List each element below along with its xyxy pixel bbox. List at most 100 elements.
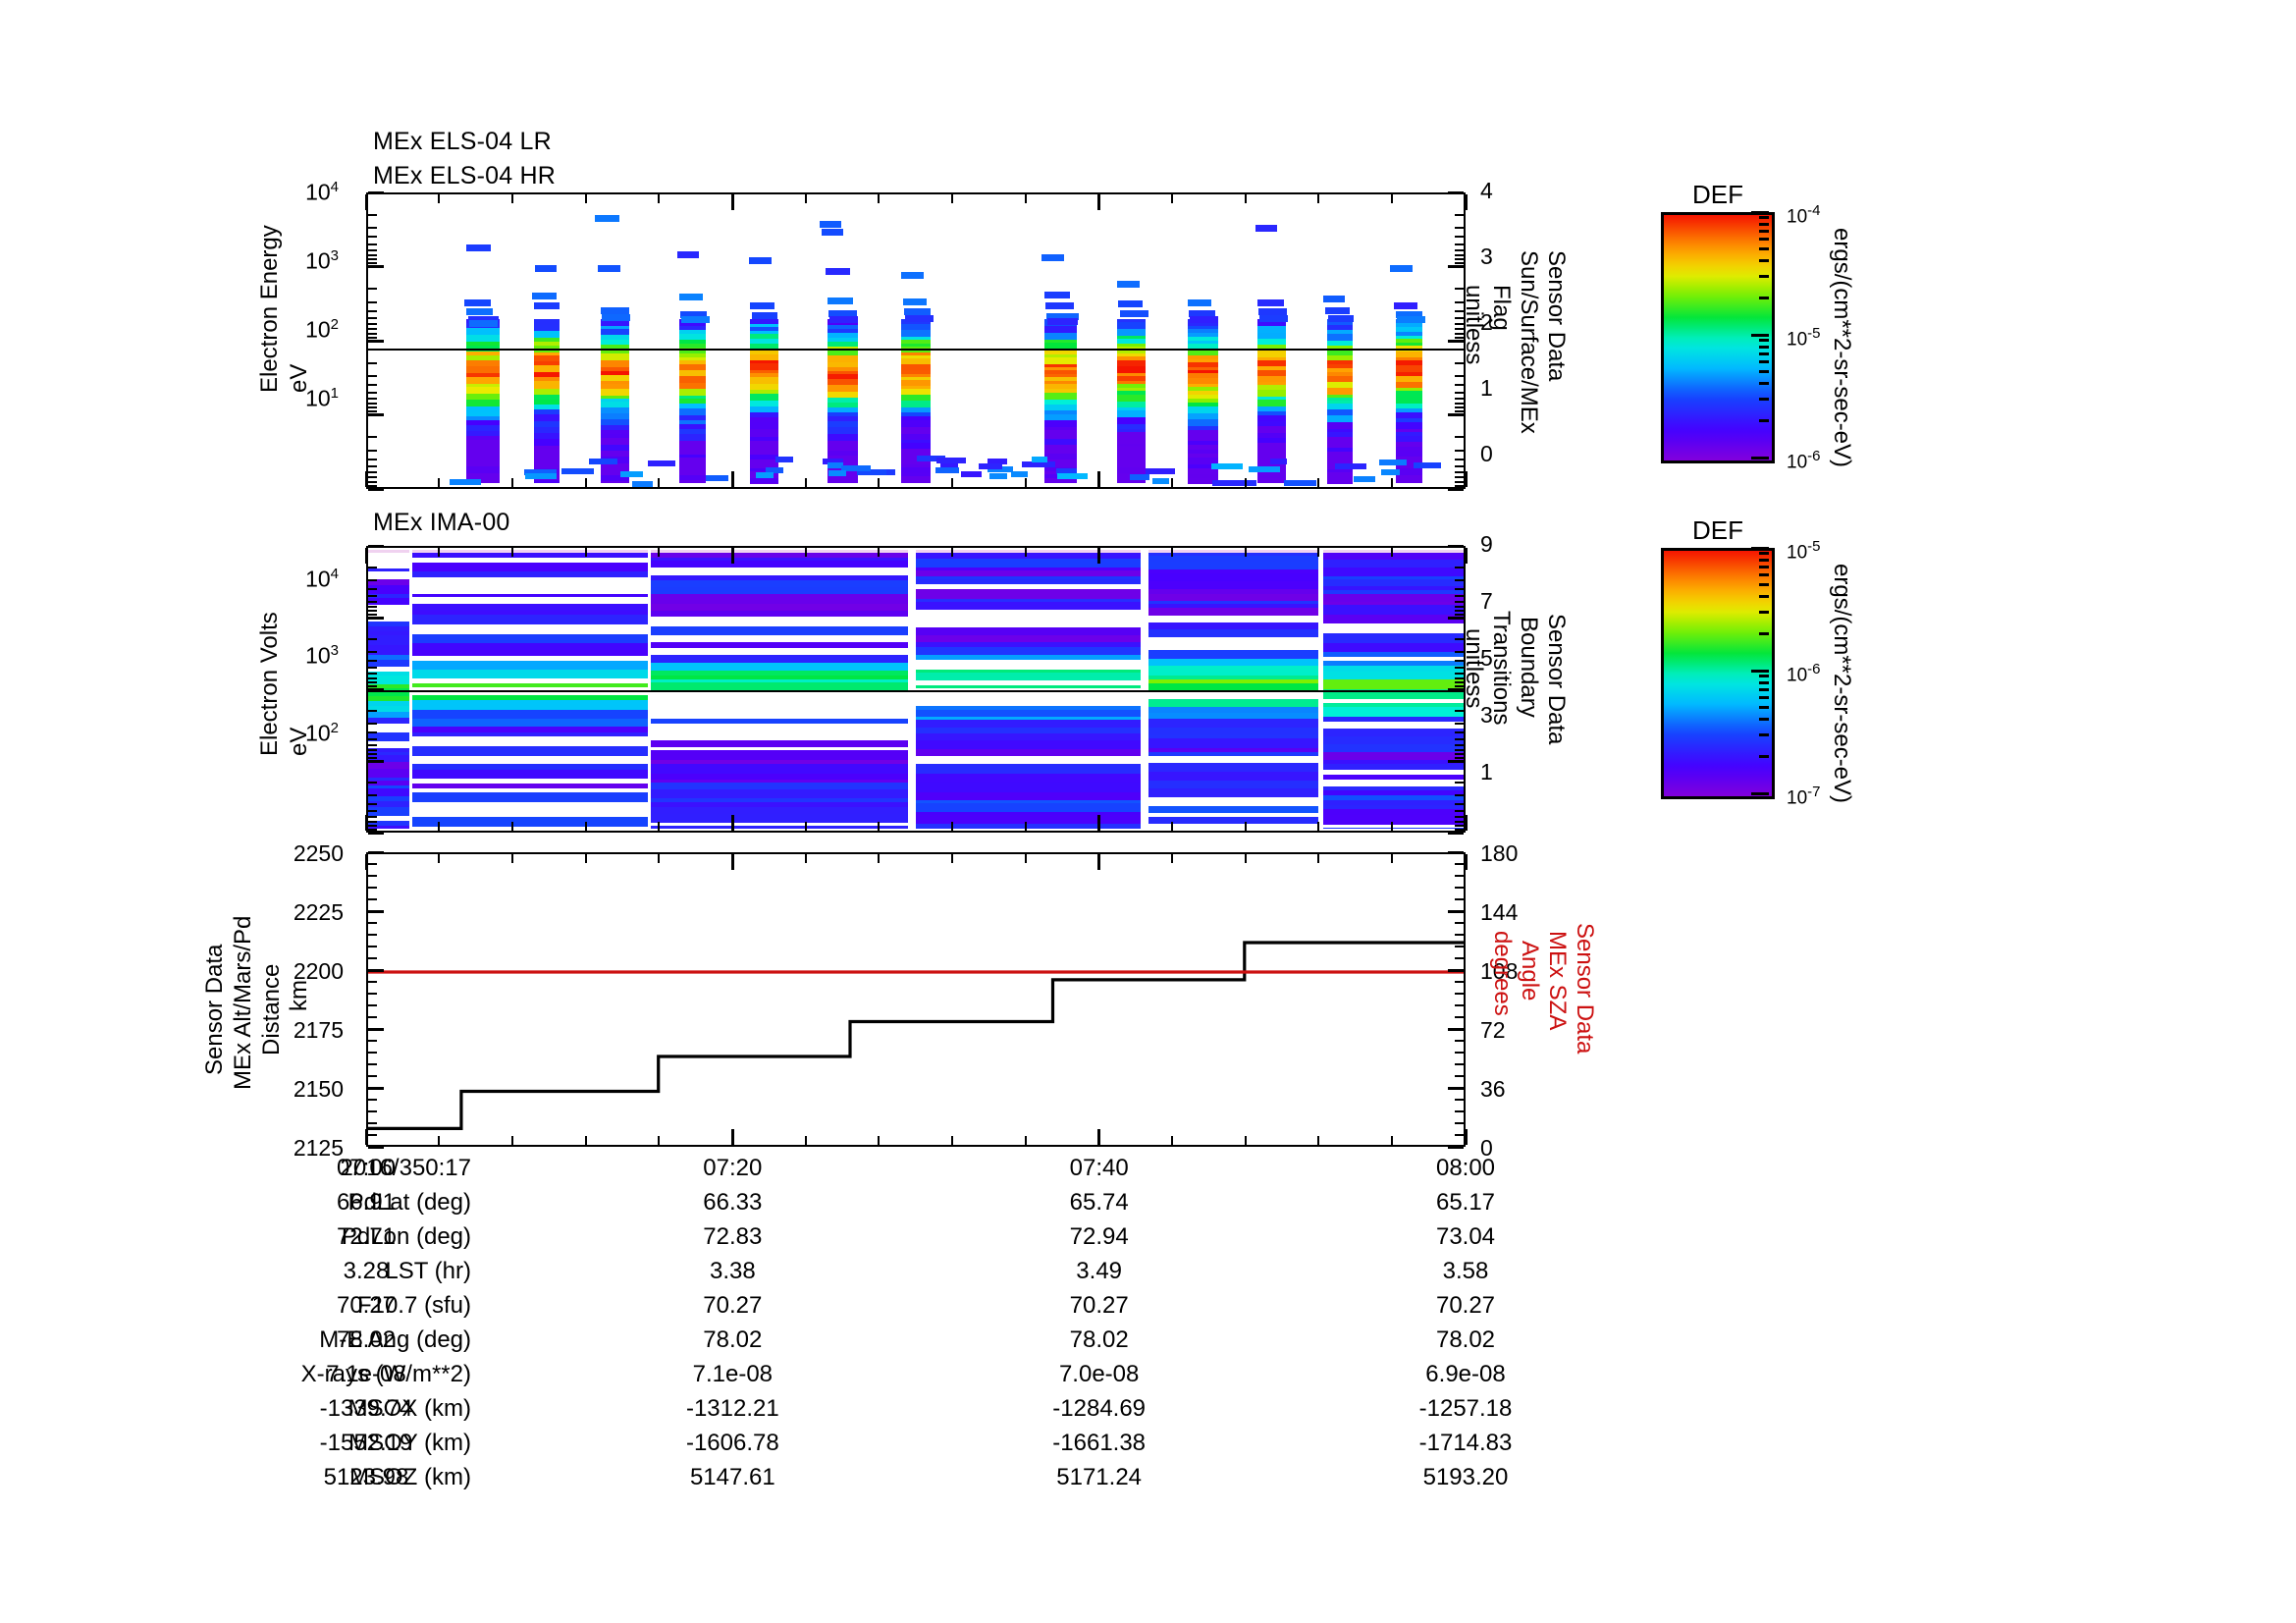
table-cell: 70.27: [703, 1292, 763, 1319]
els-stripe: [533, 432, 561, 439]
ima-stripe: [650, 682, 909, 691]
els-stripe: [750, 440, 779, 446]
els-stripe: [750, 445, 779, 451]
els-sparse-stripe: [828, 461, 844, 468]
ima-stripe: [368, 821, 410, 826]
els-stripe: [1117, 394, 1147, 402]
els-spectrogram-panel[interactable]: [366, 192, 1466, 489]
els-stripe: [1043, 332, 1078, 340]
ima-stripe: [1323, 805, 1464, 809]
els-sparse-stripe: [600, 307, 629, 315]
ima-stripe: [650, 750, 909, 760]
els-stripe: [901, 442, 931, 449]
ima-stripe: [1323, 729, 1464, 736]
els-sparse-stripe: [523, 469, 557, 476]
els-stripe: [533, 394, 561, 400]
els-stripe: [827, 349, 858, 355]
ima-stripe: [650, 760, 909, 764]
els-stripe: [466, 415, 500, 420]
top-right-tick-4: 4: [1480, 178, 1493, 203]
els-sparse-stripe: [828, 469, 846, 476]
table-cell: 70.27: [336, 1292, 397, 1319]
bot-right-tick-144: 144: [1480, 899, 1519, 925]
els-stripe: [1326, 367, 1354, 372]
els-stripe: [678, 443, 706, 448]
els-stripe: [901, 463, 931, 467]
table-cell: 3.58: [1442, 1258, 1489, 1284]
altitude-sza-panel[interactable]: [366, 852, 1466, 1147]
els-sparse-stripe: [987, 465, 1013, 472]
els-stripe: [1257, 432, 1287, 438]
bot-ytick-2125: 2125: [293, 1135, 344, 1161]
els-stripe: [533, 337, 561, 342]
ima-stripe: [368, 718, 410, 724]
els-stripe: [1043, 383, 1078, 389]
els-sparse-stripe: [902, 298, 928, 306]
els-stripe: [533, 399, 561, 405]
ima-stripe: [1323, 679, 1464, 689]
bot-right-tick-180: 180: [1480, 840, 1519, 866]
els-stripe: [827, 406, 858, 412]
els-sparse-stripe: [1380, 469, 1401, 476]
middle-panel-zero-line: [368, 690, 1464, 692]
ima-stripe: [368, 732, 410, 741]
table-cell: 72.83: [703, 1223, 763, 1250]
ima-stripe: [650, 663, 909, 671]
els-stripe: [1395, 338, 1422, 343]
els-stripe: [827, 450, 858, 456]
els-stripe: [1326, 359, 1354, 364]
els-stripe: [750, 333, 779, 339]
els-stripe: [678, 407, 706, 415]
els-stripe: [466, 476, 500, 481]
els-stripe: [533, 352, 561, 355]
els-stripe: [1117, 460, 1147, 467]
els-stripe: [678, 388, 706, 396]
els-stripe: [750, 431, 779, 437]
ima-stripe: [1148, 650, 1318, 659]
ima-stripe: [411, 746, 648, 756]
els-stripe: [1257, 325, 1287, 333]
els-stripe: [1326, 431, 1354, 437]
els-stripe: [1043, 438, 1078, 445]
els-sparse-stripe: [561, 468, 595, 475]
ima-stripe: [1148, 601, 1318, 604]
top-left-axis-title-line1: Electron Energy: [256, 225, 283, 393]
els-stripe: [750, 400, 779, 406]
els-sparse-stripe: [680, 311, 707, 319]
els-stripe: [1395, 450, 1422, 457]
ima-stripe: [916, 749, 1141, 756]
els-stripe: [600, 429, 629, 434]
ima-stripe: [1323, 590, 1464, 594]
els-stripe: [1043, 373, 1078, 377]
ima-stripe: [1323, 744, 1464, 752]
els-stripe: [1326, 329, 1354, 334]
table-row-header: LST (hr): [385, 1258, 471, 1284]
ima-stripe: [1323, 764, 1464, 770]
els-sparse-stripe: [979, 462, 1003, 469]
els-stripe: [901, 373, 931, 377]
els-stripe: [533, 341, 561, 346]
els-stripe: [901, 466, 931, 472]
ima-stripe: [1323, 576, 1464, 579]
top-right-tick-3: 3: [1480, 243, 1493, 269]
els-sparse-stripe: [1379, 459, 1407, 465]
els-stripe: [466, 354, 500, 360]
colorbar-1-units: ergs/(cm**2-sr-sec-eV): [1829, 228, 1855, 468]
top-ytick-1e2: 102: [305, 316, 339, 343]
ima-stripe: [411, 719, 648, 727]
els-stripe: [600, 380, 629, 384]
els-sparse-stripe: [1117, 281, 1140, 289]
els-stripe: [1257, 406, 1287, 411]
bot-right-axis-title-line4: degrees: [1489, 931, 1516, 1016]
ima-stripe: [650, 550, 909, 553]
els-stripe: [600, 328, 629, 335]
els-stripe: [466, 334, 500, 342]
els-stripe: [678, 369, 706, 376]
els-stripe: [750, 421, 779, 429]
els-stripe: [901, 323, 931, 330]
els-stripe: [1395, 381, 1422, 388]
ima-stripe: [1323, 795, 1464, 800]
ima-spectrogram-panel[interactable]: [366, 546, 1466, 833]
table-cell: 7.1e-08: [326, 1361, 406, 1387]
mid-right-axis-title-line4: unitless: [1461, 628, 1487, 709]
